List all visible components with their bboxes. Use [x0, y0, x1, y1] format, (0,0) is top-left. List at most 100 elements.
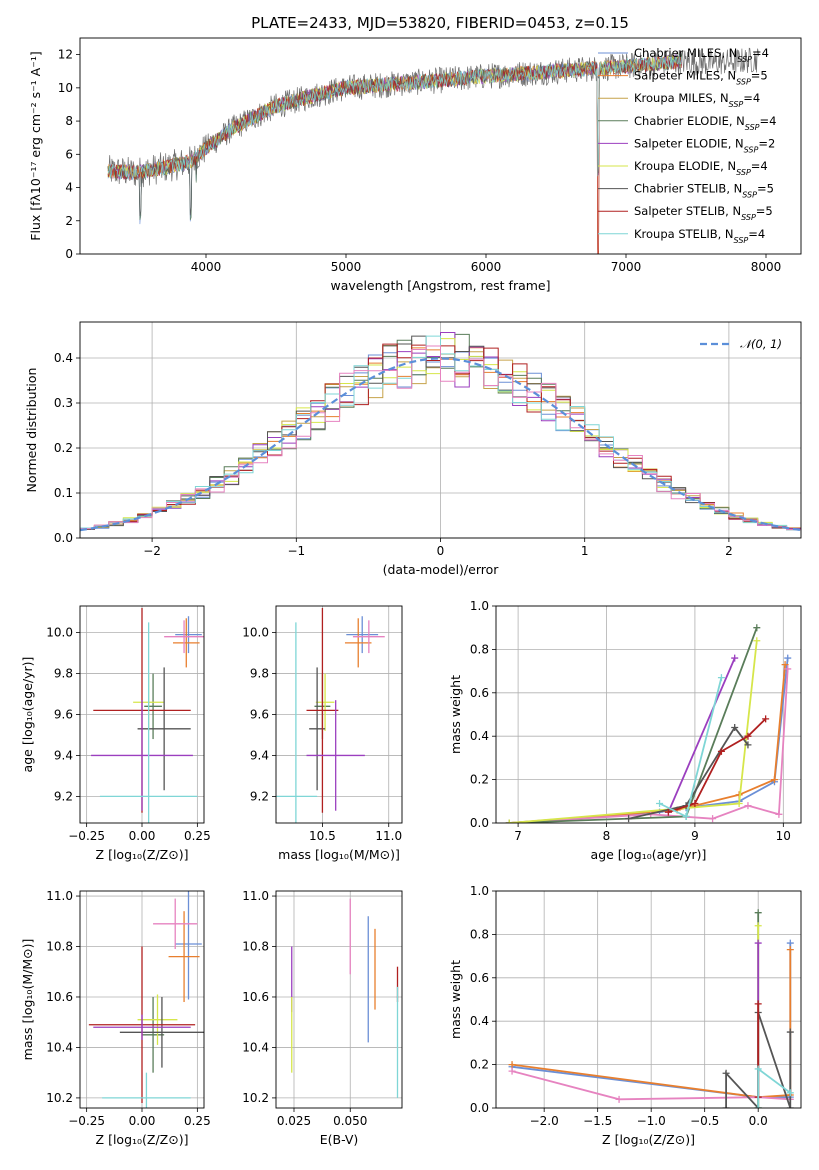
y-tick-label: 0.2: [470, 1058, 489, 1072]
legend: Chabrier MILES, NSSP=4 Salpeter MILES, NS…: [598, 46, 776, 244]
data-point-marker: [508, 1061, 516, 1069]
y-tick-label: 0.1: [54, 486, 73, 500]
data-point-marker: [754, 922, 762, 930]
x-tick-label: −1.5: [583, 1114, 612, 1128]
data-point-marker: [786, 1089, 794, 1097]
y-tick-label: 9.6: [250, 708, 269, 722]
data-point-marker: [717, 674, 725, 682]
legend-subscript: SSP: [741, 213, 756, 222]
y-tick-label: 0.4: [54, 351, 73, 365]
panel-age_vs_Z: −0.25 0.00 0.25 9.2 9.4 9.6 9.8 10.0 Z [log₁₀(Z/…: [20, 605, 211, 862]
y-tick-label: 6: [65, 147, 73, 161]
data-point-marker: [664, 808, 672, 816]
x-tick-label: 0.25: [184, 1114, 211, 1128]
data-point-marker: [691, 799, 699, 807]
y-tick-label: 0.2: [54, 441, 73, 455]
legend-label: Chabrier ELODIE, NSSP=4: [634, 114, 776, 132]
panel-mass_vs_ebv: 0.025 0.050 10.2 10.4 10.6 10.8 11.0 E(B-V): [242, 889, 403, 1147]
panel-mass_weight_vs_age: 7 8 9 10 0.0 0.2 0.4 0.6 0.8 1.0 age [log₁₀(age/yr…: [448, 599, 802, 862]
y-axis-label: mass weight: [448, 960, 463, 1039]
y-axis-label: age [log₁₀(age/yr)]: [20, 657, 35, 773]
legend-subscript: SSP: [729, 100, 744, 109]
y-axis-label: Normed distribution: [24, 368, 39, 493]
legend-count: =4: [748, 227, 765, 241]
y-tick-label: 9.8: [250, 667, 269, 681]
y-tick-label: 9.2: [54, 789, 73, 803]
series-line: [511, 1070, 791, 1101]
data-point-marker: [784, 665, 792, 673]
legend-count: =4: [751, 159, 768, 173]
legend-subscript: SSP: [736, 168, 751, 177]
y-tick-label: 10.8: [46, 940, 73, 954]
legend-label: Salpeter MILES, NSSP=5: [634, 69, 768, 87]
series-line: [667, 657, 736, 813]
data-point-marker: [753, 624, 761, 632]
legend-label: Kroupa ELODIE, NSSP=4: [634, 159, 768, 177]
histogram-step: [80, 345, 801, 533]
y-tick-label: 0.2: [470, 773, 489, 787]
series-line: [511, 949, 792, 1099]
data-point-marker: [762, 715, 770, 723]
x-tick-label: 1: [581, 544, 589, 558]
y-tick-label: 0.8: [470, 927, 489, 941]
x-tick-label: 5000: [331, 260, 362, 274]
y-tick-label: 0.0: [54, 531, 73, 545]
x-tick-label: 6000: [471, 260, 502, 274]
legend-subscript: SSP: [734, 235, 749, 244]
data-point-marker: [781, 661, 789, 669]
y-tick-label: 0.6: [470, 686, 489, 700]
data-point-marker: [784, 654, 792, 662]
y-tick-label: 11.0: [242, 889, 269, 903]
x-tick-label: 11.0: [375, 829, 402, 843]
data-point-marker: [754, 1000, 762, 1008]
x-tick-label: 4000: [191, 260, 222, 274]
data-point-marker: [735, 799, 743, 807]
y-tick-label: 9.4: [250, 748, 269, 762]
axes-frame: [79, 321, 802, 539]
spectrum-model-line: [107, 54, 683, 181]
legend-label: Chabrier MILES, NSSP=4: [634, 46, 769, 64]
y-tick-label: 0.4: [470, 729, 489, 743]
x-tick-label: 0.00: [129, 1114, 156, 1128]
x-tick-label: 0.0: [749, 1114, 768, 1128]
x-axis-label: E(B-V): [320, 1132, 359, 1147]
x-tick-label: 7: [514, 829, 522, 843]
legend-count: =4: [743, 91, 760, 105]
axes-frame: [79, 605, 205, 824]
x-axis-label: wavelength [Angstrom, rest frame]: [330, 278, 550, 293]
y-tick-label: 10.0: [242, 626, 269, 640]
data-point-marker: [656, 799, 664, 807]
y-axis-label: mass [log₁₀(M/M⊙)]: [20, 939, 35, 1061]
x-tick-label: 8000: [751, 260, 782, 274]
data-point-marker: [754, 1065, 762, 1073]
legend-subscript: SSP: [737, 55, 752, 64]
data-point-marker: [786, 946, 794, 954]
axes-frame: [79, 37, 802, 255]
y-tick-label: 10.6: [46, 990, 73, 1004]
y-tick-label: 9.6: [54, 708, 73, 722]
data-point-marker: [731, 724, 739, 732]
data-point-marker: [505, 819, 513, 823]
axes-frame: [79, 890, 205, 1109]
y-tick-label: 9.8: [54, 667, 73, 681]
x-tick-label: 0.025: [277, 1114, 311, 1128]
x-tick-label: −0.5: [690, 1114, 719, 1128]
data-point-marker: [744, 732, 752, 740]
panel-mass_weight_vs_Z: −2.0 −1.5 −1.0 −0.5 0.0 0.0 0.2 0.4 0.6 0.8 1.0 Z […: [448, 884, 802, 1147]
figure-title: PLATE=2433, MJD=53820, FIBERID=0453, z=0…: [251, 14, 629, 32]
x-axis-label: mass [log₁₀(M/M⊙)]: [278, 847, 400, 862]
legend-label: Salpeter STELIB, NSSP=5: [634, 204, 773, 222]
legend-count: =4: [760, 114, 777, 128]
data-point-marker: [625, 815, 633, 823]
y-tick-label: 10.8: [242, 940, 269, 954]
legend-count: =5: [757, 182, 774, 196]
data-point-marker: [744, 802, 752, 810]
data-point-marker: [682, 812, 690, 820]
y-tick-label: 4: [65, 181, 73, 195]
panel-mass_vs_Z: −0.25 0.00 0.25 10.2 10.4 10.6 10.8 11.0 Z [log₁…: [20, 889, 211, 1147]
normal-curve: [79, 357, 802, 532]
data-point-marker: [770, 776, 778, 784]
x-tick-label: 0.050: [333, 1114, 367, 1128]
x-tick-label: 7000: [611, 260, 642, 274]
x-tick-label: −1: [287, 544, 305, 558]
